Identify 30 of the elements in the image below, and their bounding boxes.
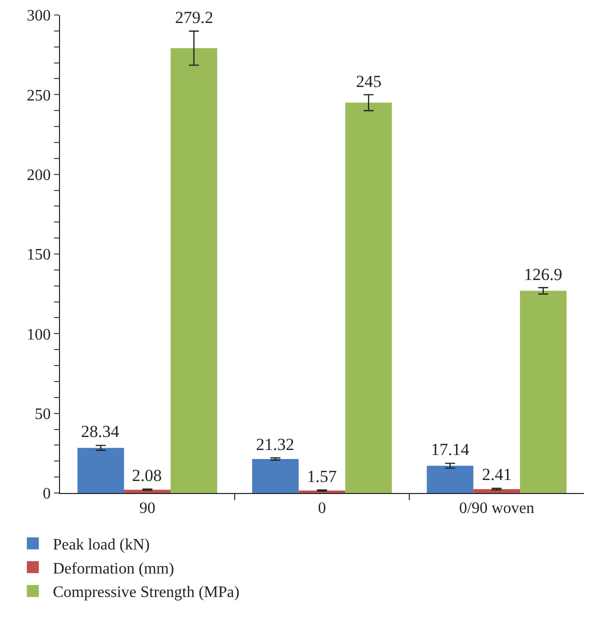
- x-tick-label: 0/90 woven: [459, 500, 534, 518]
- y-tick-label: 150: [26, 246, 51, 264]
- data-label: 279.2: [175, 8, 214, 27]
- legend-label: Deformation (mm): [52, 560, 174, 578]
- y-tick-label: 50: [34, 406, 51, 423]
- bar: [345, 102, 392, 493]
- y-tick-label: 300: [26, 8, 51, 25]
- y-tick-label: 100: [26, 326, 51, 344]
- data-label: 126.9: [524, 265, 562, 284]
- data-label: 2.41: [482, 465, 512, 484]
- bar: [124, 490, 171, 493]
- x-tick-label: 0: [318, 500, 326, 518]
- data-label: 17.14: [431, 440, 470, 459]
- y-tick-label: 0: [42, 486, 51, 503]
- y-tick-label: 250: [26, 87, 51, 104]
- x-tick-label: 90: [139, 500, 156, 518]
- data-label: 2.08: [132, 466, 162, 485]
- legend-label: Compressive Strength (MPa): [52, 584, 240, 602]
- bar: [426, 466, 474, 493]
- data-label: 1.57: [307, 467, 338, 486]
- bar: [170, 48, 218, 493]
- legend-label: Peak load (kN): [52, 536, 150, 554]
- bar: [473, 489, 520, 493]
- bar: [520, 290, 567, 493]
- data-label: 245: [356, 72, 382, 91]
- bar: [77, 448, 124, 493]
- data-label: 21.32: [256, 435, 294, 454]
- bar: [252, 459, 299, 493]
- data-label: 28.34: [81, 422, 120, 441]
- y-tick-label: 200: [26, 166, 51, 184]
